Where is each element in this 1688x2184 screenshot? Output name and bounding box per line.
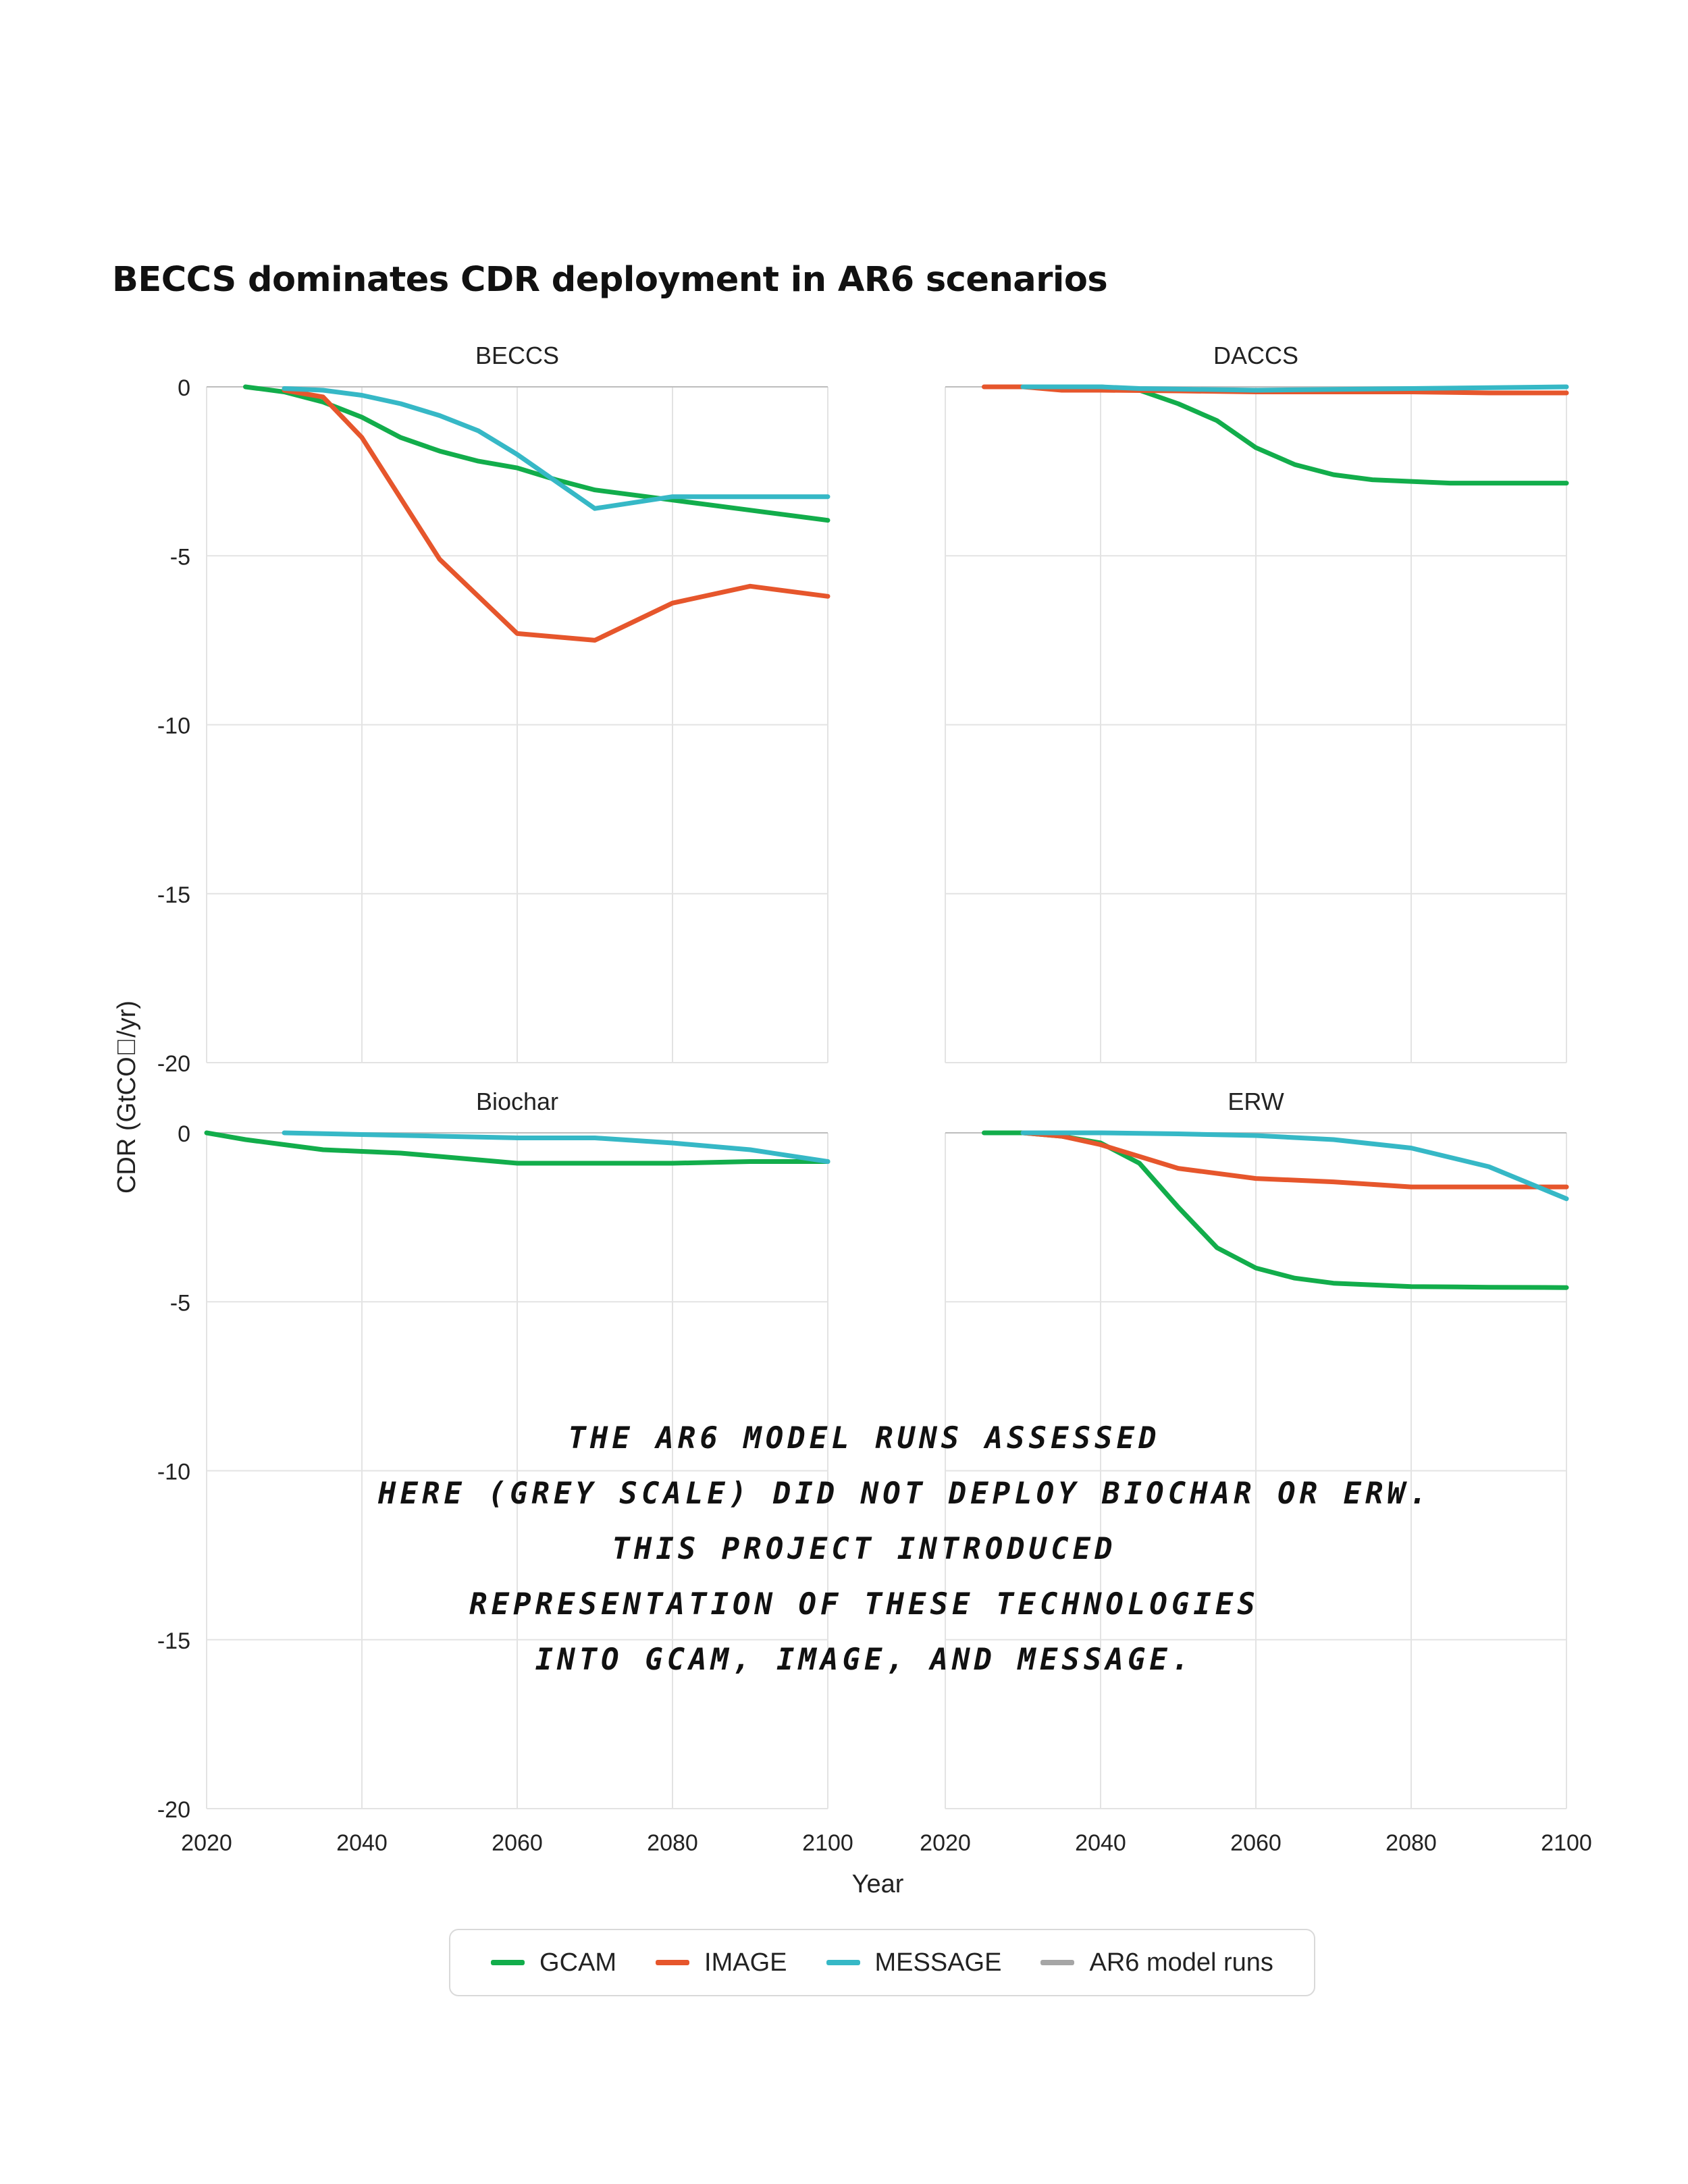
x-tick-label: 2080 (647, 1830, 698, 1856)
legend: GCAM IMAGE MESSAGE AR6 model runs (449, 1929, 1315, 1996)
x-tick-label: 2040 (336, 1830, 388, 1856)
legend-item-ar6-runs[interactable]: AR6 model runs (1040, 1948, 1273, 1977)
x-tick-label: 2100 (1541, 1830, 1592, 1856)
legend-item-message[interactable]: MESSAGE (826, 1948, 1002, 1977)
annotation-line: INTO GCAM, IMAGE, AND MESSAGE. (535, 1643, 1194, 1677)
panel-title: ERW (1228, 1088, 1284, 1115)
annotation-line: THIS PROJECT INTRODUCED (612, 1532, 1117, 1566)
series-line-message (1020, 1130, 1569, 1202)
panel-title: BECCS (475, 342, 559, 369)
legend-label: MESSAGE (874, 1948, 1002, 1977)
series-line-message (282, 386, 830, 511)
annotation-line: THE AR6 MODEL RUNS ASSESSED (568, 1421, 1161, 1456)
y-tick-label: -5 (170, 1290, 190, 1316)
series-line-gcam (1020, 384, 1569, 486)
x-tick-label: 2100 (802, 1830, 853, 1856)
y-axis-label: CDR (GtCO /yr) (113, 1001, 141, 1194)
legend-swatch (1040, 1960, 1075, 1965)
legend-swatch (826, 1960, 860, 1965)
y-tick-label: -10 (157, 1460, 190, 1485)
annotation-line: HERE (GREY SCALE) DID NOT DEPLOY BIOCHAR… (378, 1476, 1431, 1511)
x-tick-label: 2080 (1386, 1830, 1437, 1856)
y-tick-label: 0 (178, 375, 190, 401)
y-tick-label: -20 (157, 1051, 190, 1077)
legend-label: IMAGE (704, 1948, 787, 1977)
series-line-gcam (243, 384, 830, 523)
series-line-gcam (982, 1130, 1569, 1290)
handwritten-annotation: THE AR6 MODEL RUNS ASSESSED HERE (GREY S… (378, 1411, 1431, 1688)
legend-swatch (491, 1960, 525, 1965)
annotation-line: REPRESENTATION OF THESE TECHNOLOGIES (469, 1587, 1259, 1622)
series-line-image (282, 388, 830, 643)
legend-item-gcam[interactable]: GCAM (491, 1948, 616, 1977)
x-tick-label: 2040 (1075, 1830, 1126, 1856)
x-tick-label: 2020 (920, 1830, 971, 1856)
y-tick-label: -20 (157, 1797, 190, 1823)
panel-title: DACCS (1213, 342, 1298, 369)
series-line-message (1020, 384, 1569, 393)
x-axis-label: Year (852, 1870, 904, 1898)
series-line-message (282, 1130, 830, 1164)
y-tick-label: -10 (157, 714, 190, 739)
legend-label: GCAM (539, 1948, 617, 1977)
y-tick-label: -15 (157, 1628, 190, 1654)
legend-item-image[interactable]: IMAGE (656, 1948, 787, 1977)
series-line-gcam (204, 1130, 830, 1166)
panel-title: Biochar (476, 1088, 558, 1115)
y-tick-label: -15 (157, 882, 190, 908)
series-line-image (1020, 1130, 1569, 1190)
legend-swatch (656, 1960, 690, 1965)
y-tick-label: -5 (170, 544, 190, 570)
x-tick-label: 2060 (1230, 1830, 1282, 1856)
y-tick-label: 0 (178, 1121, 190, 1147)
chart-title: BECCS dominates CDR deployment in AR6 sc… (112, 260, 1108, 300)
x-tick-label: 2020 (181, 1830, 232, 1856)
legend-label: AR6 model runs (1089, 1948, 1273, 1977)
x-tick-label: 2060 (492, 1830, 543, 1856)
